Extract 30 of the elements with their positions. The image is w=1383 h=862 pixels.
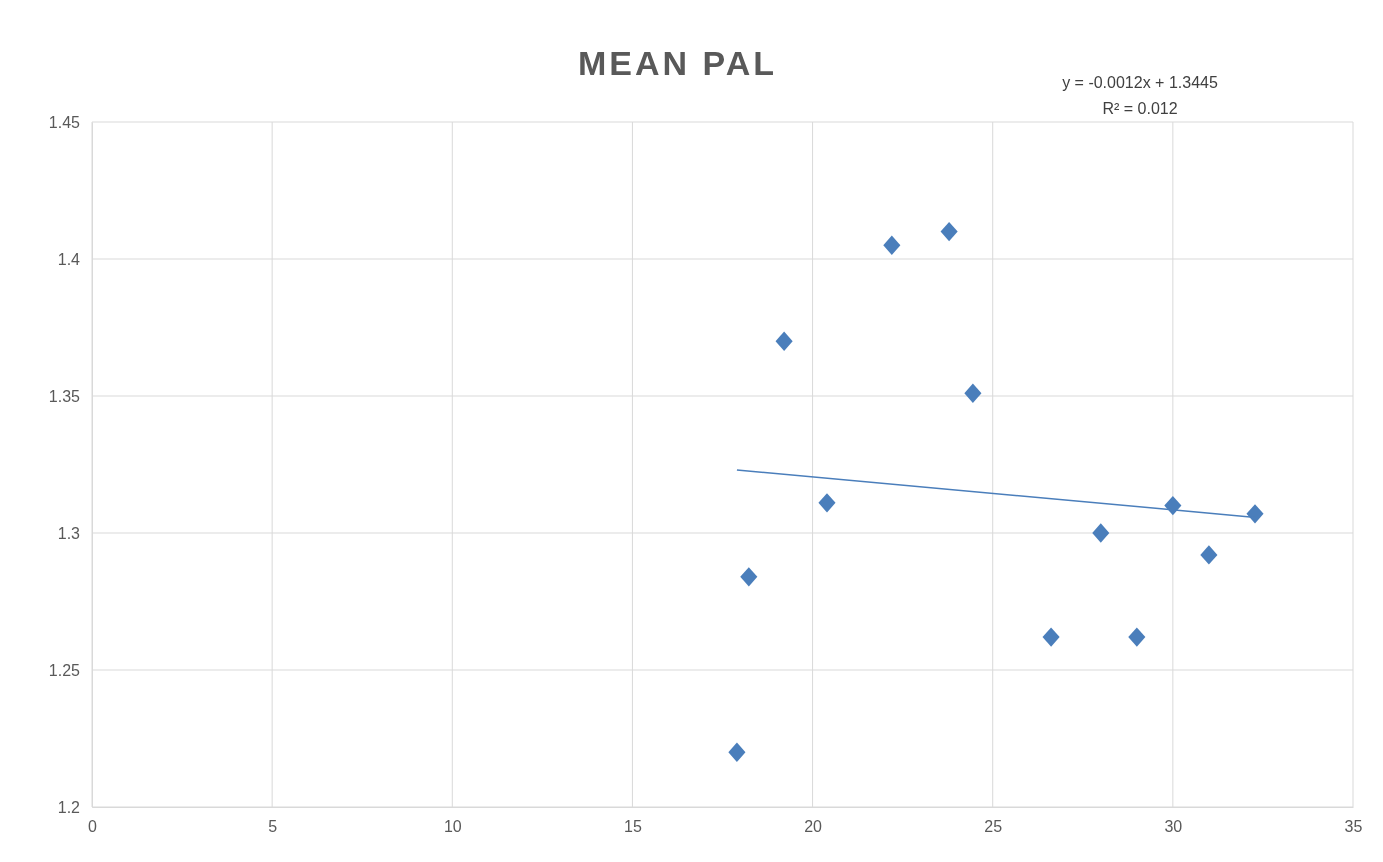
point (1128, 627, 1146, 647)
y-tick-label: 1.25 (48, 661, 81, 679)
x-tick-label: 25 (984, 818, 1003, 836)
point (1246, 504, 1264, 524)
point (1092, 523, 1110, 543)
y-tick-label: 1.3 (57, 524, 81, 542)
point (1200, 545, 1218, 565)
y-tick-label: 1.2 (57, 798, 81, 816)
point (728, 742, 746, 762)
point (775, 331, 793, 351)
y-tick-label: 1.45 (48, 113, 81, 131)
y-tick-label: 1.4 (57, 250, 81, 268)
text: y = -0.0012x + 1.3445 (1062, 74, 1218, 91)
point (818, 493, 836, 513)
x-tick-label: 20 (804, 818, 823, 836)
x-tick-label: 0 (88, 818, 98, 836)
y-tick-label: 1.35 (48, 387, 81, 405)
text: R² = 0.012 (1102, 100, 1178, 117)
point (883, 235, 901, 255)
x-tick-label: 15 (624, 818, 642, 836)
x-tick-label: 10 (443, 818, 462, 836)
x-tick-label: 30 (1164, 818, 1183, 836)
point (964, 383, 982, 403)
point (1164, 495, 1182, 516)
chart-title: MEAN PAL (577, 44, 778, 82)
point (740, 567, 758, 587)
point (940, 221, 958, 242)
x-tick-label: 5 (268, 818, 278, 836)
point (1042, 627, 1060, 647)
x-tick-label: 35 (1344, 818, 1363, 836)
